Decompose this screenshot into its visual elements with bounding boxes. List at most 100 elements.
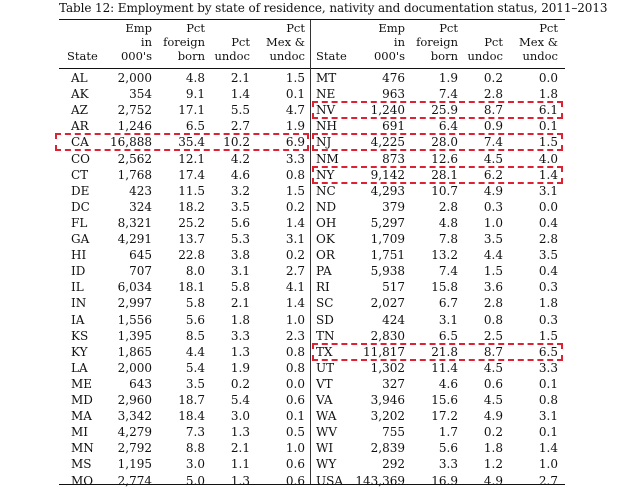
cell-state: NJ — [316, 135, 332, 150]
cell-emp: 755 — [382, 425, 405, 440]
cell-mex: 0.0 — [538, 71, 558, 85]
highlight-box-tx — [312, 342, 563, 361]
cell-undoc: 1.1 — [230, 457, 250, 472]
cell-mex: 2.7 — [285, 264, 305, 279]
column-header-pct-mex: Pct — [539, 21, 558, 35]
cell-mex: 0.6 — [285, 457, 305, 472]
column-header-pct-undoc: Pct — [484, 35, 503, 49]
cell-mex: 3.3 — [538, 360, 558, 375]
cell-mex: 0.4 — [538, 215, 558, 230]
cell-undoc: 1.2 — [483, 457, 503, 472]
cell-emp: 424 — [382, 312, 405, 327]
table-row: KY 1,865 4.4 1.3 0.8 — [59, 344, 565, 360]
column-divider — [310, 20, 311, 484]
cell-mex: 0.1 — [285, 409, 305, 424]
cell-state: MS — [71, 457, 92, 472]
cell-mex: 1.8 — [538, 296, 558, 311]
cell-state: MO — [71, 473, 94, 488]
cell-foreign: 17.2 — [431, 409, 458, 424]
table-row: LA 2,000 5.4 1.9 0.8 — [59, 360, 565, 376]
cell-emp: 1,195 — [117, 457, 152, 472]
cell-state: CT — [71, 167, 89, 182]
cell-state: AK — [71, 87, 89, 102]
cell-emp: 4,293 — [370, 183, 405, 198]
cell-foreign: 13.7 — [178, 232, 205, 246]
cell-foreign: 7.4 — [438, 87, 458, 102]
cell-emp: 645 — [129, 248, 152, 263]
column-header-emp: in — [393, 35, 405, 49]
cell-state: DE — [71, 183, 90, 198]
cell-mex: 1.5 — [538, 135, 558, 150]
cell-state: VA — [316, 393, 333, 407]
cell-emp: 2,027 — [370, 296, 405, 311]
cell-undoc: 5.5 — [230, 103, 250, 118]
cell-undoc: 5.4 — [230, 393, 250, 407]
cell-foreign: 18.7 — [178, 393, 205, 407]
table-row: ID 707 8.0 3.1 2.7 — [59, 263, 565, 279]
table-row: TX 11,817 21.8 8.7 6.5 — [59, 344, 565, 360]
cell-undoc: 3.5 — [483, 232, 503, 246]
cell-state: MA — [71, 409, 92, 424]
cell-undoc: 4.9 — [483, 183, 503, 198]
column-header-pct-mex: undoc — [269, 49, 305, 63]
table-row: SD 424 3.1 0.8 0.3 — [59, 312, 565, 328]
cell-mex: 0.3 — [538, 280, 558, 295]
cell-mex: 3.1 — [538, 183, 558, 198]
cell-emp: 691 — [382, 119, 405, 134]
table-row: GA 4,291 13.7 5.3 3.1 — [59, 231, 565, 247]
cell-foreign: 15.8 — [431, 280, 458, 295]
cell-emp: 1,246 — [117, 119, 152, 134]
cell-mex: 3.3 — [285, 151, 305, 166]
highlight-box-nj — [312, 133, 563, 152]
table-row: MN 2,792 8.8 2.1 1.0 — [59, 440, 565, 456]
cell-state: SC — [316, 296, 334, 311]
cell-mex: 1.4 — [285, 215, 305, 230]
cell-mex: 1.4 — [538, 441, 558, 456]
table-row: NC 4,293 10.7 4.9 3.1 — [59, 183, 565, 199]
cell-emp: 873 — [382, 151, 405, 166]
cell-mex: 6.9 — [285, 135, 305, 150]
cell-undoc: 2.7 — [230, 119, 250, 134]
cell-undoc: 4.4 — [483, 248, 503, 263]
cell-undoc: 1.8 — [483, 441, 503, 456]
cell-undoc: 0.2 — [483, 71, 503, 85]
cell-undoc: 6.2 — [483, 167, 503, 182]
cell-foreign: 4.6 — [438, 376, 458, 391]
cell-emp: 1,709 — [370, 232, 405, 246]
cell-state: MI — [71, 425, 89, 440]
table-row: HI 645 22.8 3.8 0.2 — [59, 247, 565, 263]
table-row: MI 4,279 7.3 1.3 0.5 — [59, 424, 565, 440]
table-row: MA 3,342 18.4 3.0 0.1 — [59, 408, 565, 424]
cell-mex: 0.8 — [285, 344, 305, 359]
cell-mex: 0.1 — [285, 87, 305, 102]
cell-undoc: 2.8 — [483, 296, 503, 311]
table-row: IN 2,997 5.8 2.1 1.4 — [59, 295, 565, 311]
table-caption: Table 12: Employment by state of residen… — [59, 1, 608, 15]
data-table: Emp in 000's Pct foreign born Pct undoc Pct Mex &… — [55, 19, 565, 488]
column-header-pct-undoc: undoc — [214, 49, 250, 63]
cell-undoc: 1.8 — [230, 312, 250, 327]
cell-mex: 1.4 — [285, 296, 305, 311]
cell-mex: 0.8 — [538, 393, 558, 407]
cell-undoc: 3.8 — [230, 248, 250, 263]
table-row: MO 2,774 5.0 1.3 0.6 — [59, 473, 565, 489]
cell-state: WA — [316, 409, 337, 424]
cell-mex: 0.1 — [538, 376, 558, 391]
table-row: WI 2,839 5.6 1.8 1.4 — [59, 440, 565, 456]
cell-foreign: 11.4 — [431, 360, 458, 375]
table-row: CT 1,768 17.4 4.6 0.8 — [59, 167, 565, 183]
cell-foreign: 21.8 — [431, 344, 458, 359]
cell-emp: 8,321 — [117, 215, 152, 230]
cell-undoc: 4.5 — [483, 151, 503, 166]
cell-foreign: 18.4 — [178, 409, 205, 424]
highlight-box-nv — [312, 101, 563, 120]
cell-emp: 3,342 — [117, 409, 152, 424]
cell-mex: 3.5 — [538, 248, 558, 263]
cell-undoc: 1.9 — [230, 360, 250, 375]
cell-emp: 1,751 — [370, 248, 405, 263]
cell-state: UT — [316, 360, 335, 375]
cell-mex: 0.8 — [285, 360, 305, 375]
table-row: ME 643 3.5 0.2 0.0 — [59, 376, 565, 392]
cell-undoc: 0.2 — [230, 376, 250, 391]
cell-state: NH — [316, 119, 337, 134]
